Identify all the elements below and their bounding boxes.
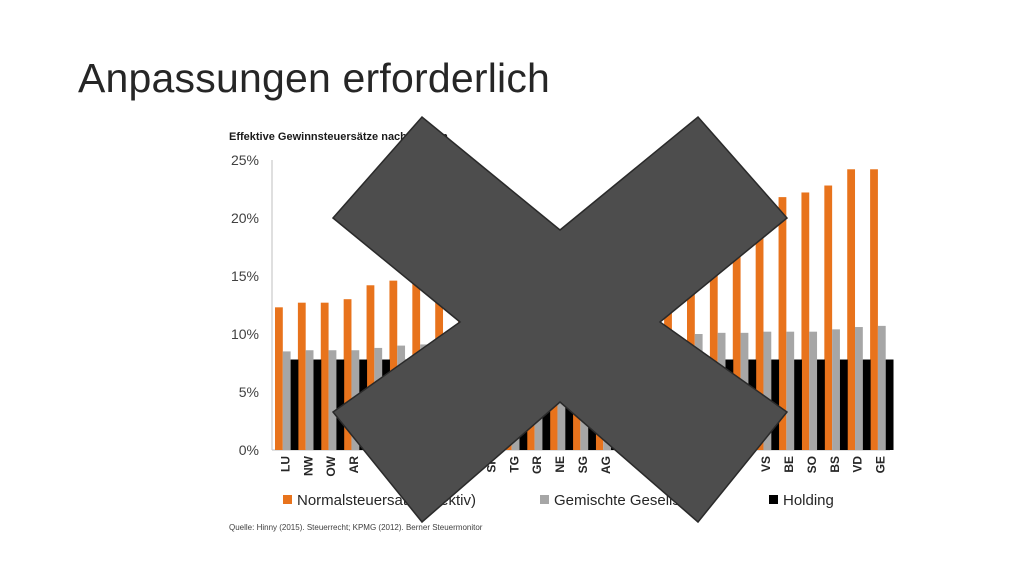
bar-normal — [275, 307, 283, 450]
bar-holding — [336, 359, 345, 450]
bar-normal — [709, 220, 718, 450]
y-tick-label: 10% — [231, 326, 259, 342]
y-tick-label: 25% — [231, 152, 259, 168]
bar-normal — [824, 185, 833, 450]
bar-mixed — [832, 329, 840, 450]
x-tick-label: SO — [805, 456, 819, 473]
bar-normal — [687, 226, 695, 450]
slide-title: Anpassungen erforderlich — [78, 55, 551, 101]
bar-normal — [389, 280, 398, 450]
chart-title: Effektive Gewinnsteuersätze nach Kanton — [229, 131, 448, 143]
bar-normal — [297, 302, 306, 450]
x-tick-label: AR — [347, 456, 361, 474]
legend-swatch — [540, 495, 549, 504]
x-tick-label: GE — [874, 456, 888, 473]
y-tick-label: 20% — [231, 210, 259, 226]
y-tick-label: 5% — [239, 384, 259, 400]
legend-swatch — [283, 495, 292, 504]
bar-mixed — [763, 331, 772, 450]
bar-holding — [839, 359, 848, 450]
x-tick-label: VD — [851, 456, 865, 473]
cross-mark-shape — [331, 115, 789, 524]
bar-mixed — [855, 327, 863, 450]
x-tick-label: OW — [324, 455, 338, 476]
x-tick-label: LU — [278, 456, 292, 472]
bar-normal — [343, 299, 352, 450]
cross-mark-icon — [331, 115, 789, 524]
bar-normal — [366, 285, 375, 450]
y-tick-label: 0% — [239, 442, 259, 458]
bar-holding — [794, 359, 802, 450]
x-tick-label: GR — [530, 456, 544, 474]
bar-normal — [755, 199, 764, 450]
bar-holding — [313, 359, 322, 450]
bar-mixed — [877, 325, 886, 450]
bar-mixed — [809, 331, 818, 450]
bar-holding — [817, 359, 825, 450]
bar-normal — [320, 302, 329, 450]
bar-normal — [778, 197, 787, 450]
source-note: Quelle: Hinny (2015). Steuerrecht; KPMG … — [229, 523, 483, 532]
x-tick-label: BE — [782, 456, 796, 473]
bar-mixed — [786, 331, 795, 450]
x-tick-label: VS — [759, 456, 773, 472]
bar-normal — [847, 169, 856, 450]
legend-swatch — [769, 495, 778, 504]
bar-normal — [870, 169, 878, 450]
x-tick-label: AG — [599, 456, 613, 474]
x-tick-label: NW — [301, 455, 315, 476]
legend-label: Holding — [783, 492, 834, 509]
bar-mixed — [305, 350, 314, 450]
bar-holding — [290, 359, 299, 450]
bar-mixed — [282, 351, 291, 450]
bar-mixed — [328, 350, 337, 450]
x-tick-label: BS — [828, 456, 842, 473]
x-tick-label: NE — [553, 456, 567, 473]
bar-normal — [732, 209, 741, 450]
x-tick-label: SG — [576, 456, 590, 473]
x-tick-label: TG — [507, 456, 521, 473]
bar-holding — [862, 359, 871, 450]
y-tick-label: 15% — [231, 268, 259, 284]
bar-normal — [801, 192, 810, 451]
bar-holding — [885, 359, 894, 450]
